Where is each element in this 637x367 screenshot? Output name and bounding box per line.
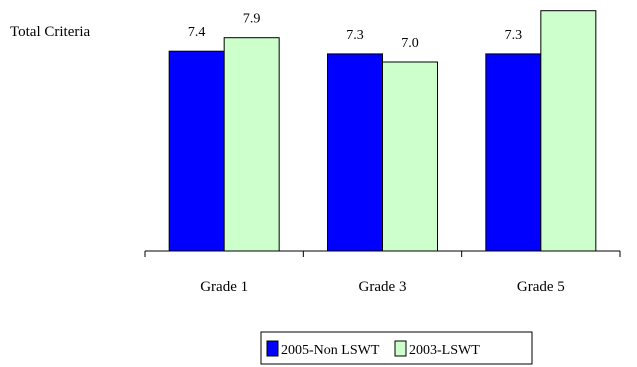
data-label: 7.4 — [188, 25, 206, 40]
chart-title: Total Criteria — [10, 24, 91, 40]
data-label: 7.3 — [346, 28, 364, 43]
legend-label: 2005-Non LSWT — [281, 343, 380, 358]
bar-series2-grade-5 — [540, 10, 597, 252]
value-labels-layer: 7.47.97.37.07.38.9 — [188, 12, 523, 51]
data-label: 7.0 — [401, 36, 419, 51]
bar-series2-grade-1 — [223, 37, 280, 252]
legend-label: 2003-LSWT — [409, 343, 480, 358]
bars-layer — [168, 10, 597, 252]
x-tick-label: Grade 1 — [200, 279, 248, 295]
x-tick-label: Grade 3 — [359, 279, 407, 295]
legend: 2005-Non LSWT 2003-LSWT — [260, 331, 533, 365]
data-label: 7.3 — [505, 28, 523, 43]
x-axis: Grade 1 Grade 3 Grade 5 — [144, 250, 621, 295]
legend-swatch — [394, 340, 407, 357]
x-tick-label: Grade 5 — [517, 279, 565, 295]
bar-series1-grade-1 — [168, 50, 225, 252]
data-label: 7.9 — [243, 12, 261, 27]
bar-series2-grade-3 — [382, 61, 438, 252]
bar-series1-grade-5 — [485, 53, 542, 252]
legend-swatch — [266, 340, 279, 357]
bar-series1-grade-3 — [327, 53, 383, 252]
